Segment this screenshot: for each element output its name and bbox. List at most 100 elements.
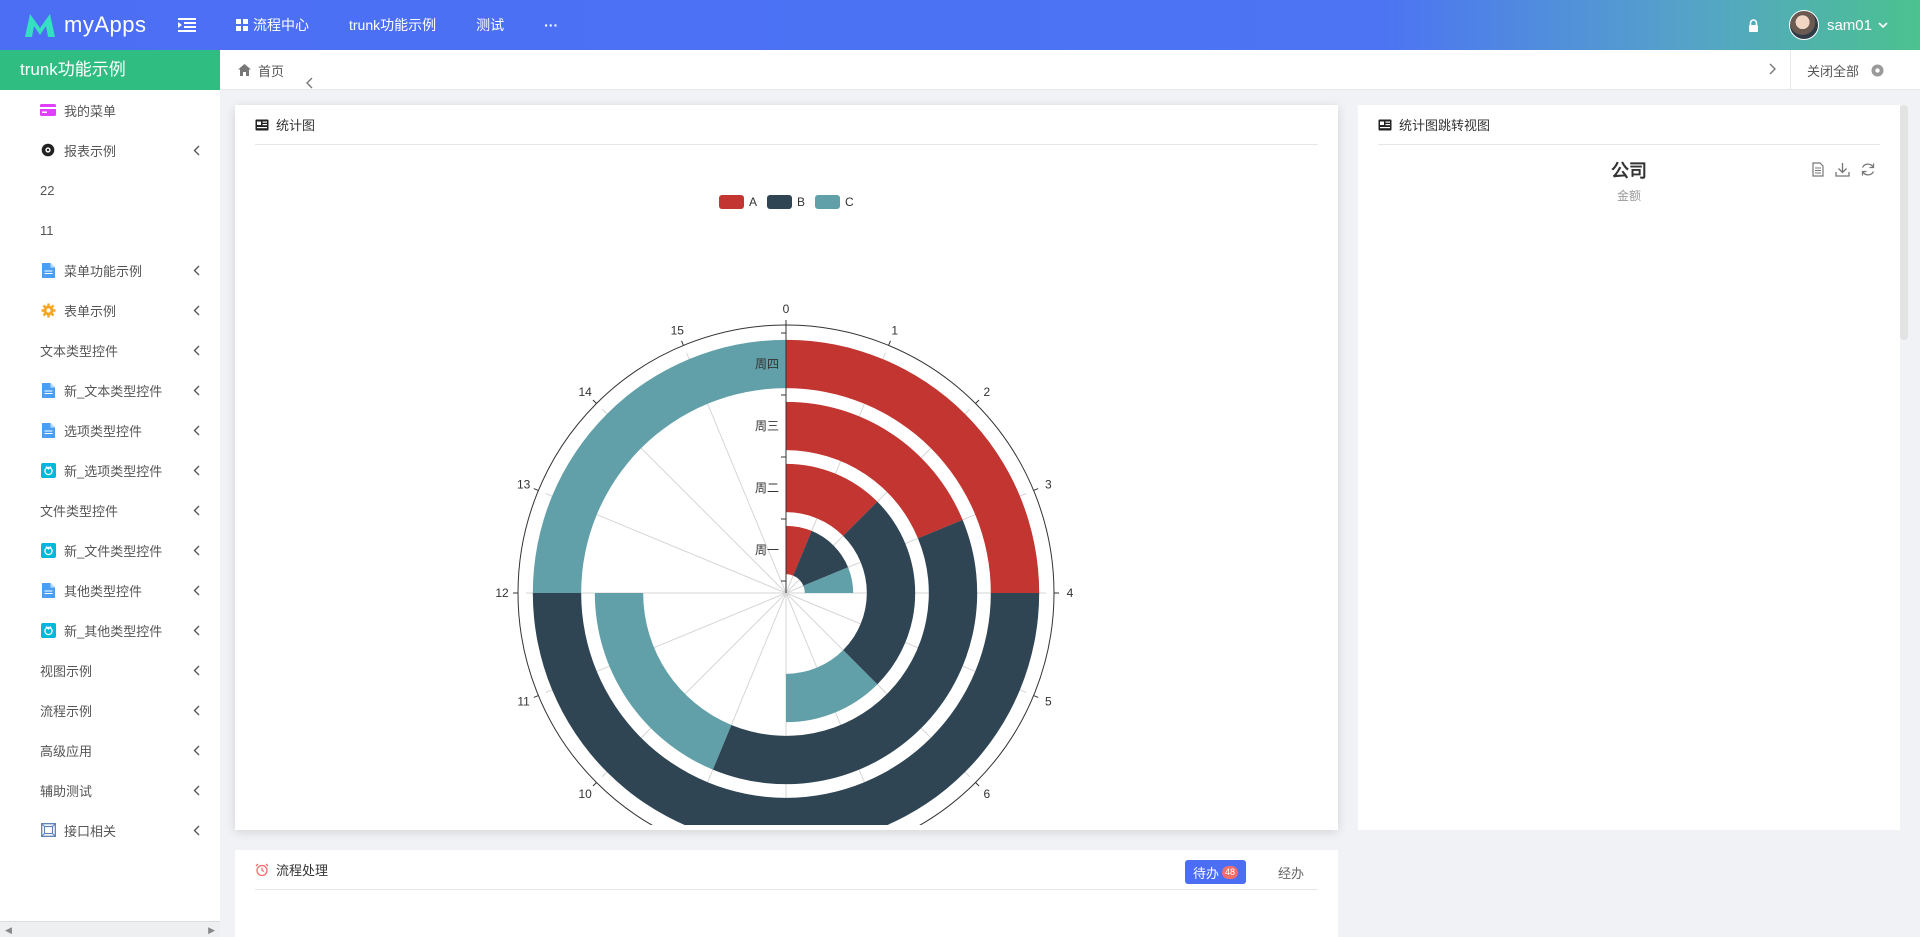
angle-tick	[975, 399, 980, 404]
sidebar-menu: 我的菜单 报表示例 22 11 菜单功能示例表单示例文本类型控件 新_文本类型控件选项类型…	[0, 90, 220, 850]
refresh-icon[interactable]	[1860, 162, 1876, 177]
flow-panel: 流程处理 待办 48 经办	[235, 850, 1338, 937]
chevron-left-icon[interactable]	[193, 464, 200, 479]
username[interactable]: sam01	[1826, 16, 1872, 34]
sidebar-item[interactable]: 其他类型控件	[0, 570, 220, 610]
vertical-scrollbar[interactable]	[1900, 105, 1908, 340]
nav-more-button[interactable]: ···	[544, 17, 558, 33]
angle-tick-label: 1	[891, 324, 898, 338]
chevron-left-icon[interactable]	[193, 384, 200, 399]
bar-segment[interactable]	[786, 401, 963, 539]
bar-segment[interactable]	[786, 339, 1040, 593]
bar-segment[interactable]	[712, 519, 978, 785]
chevron-left-icon[interactable]	[193, 544, 200, 559]
sidebar-item[interactable]: 22	[0, 170, 220, 210]
card-title-icon	[255, 119, 269, 130]
todo-tab[interactable]: 待办 48	[1184, 860, 1246, 884]
chevron-left-icon[interactable]	[193, 824, 200, 839]
bar-segment[interactable]	[786, 463, 878, 536]
bar-segment[interactable]	[532, 339, 786, 593]
app-icon	[40, 542, 56, 558]
sidebar-item[interactable]: 新_文本类型控件	[0, 370, 220, 410]
data-view-icon[interactable]	[1811, 162, 1825, 177]
chevron-left-icon[interactable]	[193, 624, 200, 639]
horizontal-scrollbar[interactable]: ◀ ▶	[0, 921, 220, 937]
bar-segment[interactable]	[594, 593, 732, 770]
sidebar-item[interactable]: 报表示例	[0, 130, 220, 170]
avatar[interactable]	[1788, 10, 1819, 40]
chevron-left-icon[interactable]	[193, 504, 200, 519]
angle-tick-label: 5	[1045, 695, 1052, 709]
sidebar-item[interactable]: 文本类型控件	[0, 330, 220, 370]
chevron-left-icon[interactable]	[193, 704, 200, 719]
file-icon	[40, 582, 56, 598]
sidebar-item[interactable]: 新_文件类型控件	[0, 530, 220, 570]
chevron-left-icon[interactable]	[193, 784, 200, 799]
sidebar-item[interactable]: 流程示例	[0, 690, 220, 730]
sidebar-item-label: 选项类型控件	[64, 423, 143, 439]
legend-swatch[interactable]	[815, 195, 840, 209]
nav-test[interactable]: 测试	[476, 15, 504, 35]
nav-process-center[interactable]: 流程中心	[236, 15, 309, 35]
angle-tick	[592, 399, 597, 404]
done-tab[interactable]: 经办	[1277, 865, 1304, 881]
chevron-left-icon[interactable]	[193, 424, 200, 439]
chevron-left-icon[interactable]	[193, 664, 200, 679]
sidebar-item[interactable]: 接口相关	[0, 810, 220, 850]
polar-bar-chart[interactable]: ABC0123456789101112131415周一周二周三周四	[235, 145, 1338, 825]
app-logo[interactable]: myApps	[22, 10, 146, 40]
bar-segment[interactable]	[843, 501, 916, 685]
download-icon[interactable]	[1835, 162, 1850, 177]
scroll-left-icon[interactable]: ◀	[5, 925, 12, 935]
sidebar-item[interactable]: 视图示例	[0, 650, 220, 690]
close-all-label: 关闭全部	[1807, 63, 1860, 79]
flow-panel-title: 流程处理	[276, 863, 329, 878]
sidebar-item[interactable]: 我的菜单	[0, 90, 220, 130]
bar-segment[interactable]	[532, 593, 1040, 825]
nav-trunk[interactable]: trunk功能示例	[349, 15, 436, 35]
sidebar-item[interactable]: 菜单功能示例	[0, 250, 220, 290]
bar-segment[interactable]	[786, 650, 878, 723]
legend-label[interactable]: C	[845, 195, 854, 209]
lock-icon[interactable]	[1748, 18, 1759, 32]
chevron-down-icon[interactable]	[1878, 21, 1888, 29]
sidebar: trunk功能示例 我的菜单 报表示例 22 11 菜单功能示例 表单示例 文本类型控件 新_…	[0, 50, 220, 937]
chevron-left-icon[interactable]	[193, 344, 200, 359]
chevron-right-icon[interactable]	[1768, 63, 1776, 75]
chevron-left-icon[interactable]	[193, 584, 200, 599]
legend-label[interactable]: A	[749, 195, 757, 209]
menu-toggle-icon[interactable]	[178, 18, 196, 32]
bar-segment[interactable]	[786, 525, 812, 576]
alarm-clock-icon	[255, 863, 269, 876]
legend-label[interactable]: B	[797, 195, 805, 209]
bar-segment[interactable]	[793, 530, 849, 586]
sidebar-item[interactable]: 选项类型控件	[0, 410, 220, 450]
bar-segment[interactable]	[803, 567, 854, 593]
sidebar-item-label: 11	[40, 222, 54, 238]
chevron-left-icon[interactable]	[193, 744, 200, 759]
sidebar-item[interactable]: 高级应用	[0, 730, 220, 770]
tab-home[interactable]: 首页	[238, 50, 284, 90]
chevron-left-icon[interactable]	[193, 304, 200, 319]
sidebar-item[interactable]: 11	[0, 210, 220, 250]
card-icon	[40, 102, 56, 118]
sidebar-item[interactable]: 表单示例	[0, 290, 220, 330]
chevron-left-icon[interactable]	[306, 63, 314, 103]
angle-tick	[888, 340, 891, 346]
todo-count-badge: 48	[1221, 865, 1238, 879]
close-all-button[interactable]: 关闭全部	[1790, 50, 1884, 90]
chevron-left-icon[interactable]	[193, 144, 200, 159]
sidebar-item[interactable]: 辅助测试	[0, 770, 220, 810]
sidebar-item[interactable]: 文件类型控件	[0, 490, 220, 530]
sidebar-item-label: 文件类型控件	[40, 503, 119, 519]
sidebar-item-label: 表单示例	[64, 303, 117, 319]
legend-swatch[interactable]	[767, 195, 792, 209]
sidebar-item[interactable]: 新_选项类型控件	[0, 450, 220, 490]
legend-swatch[interactable]	[719, 195, 744, 209]
nav-label: 流程中心	[253, 17, 309, 33]
chevron-left-icon[interactable]	[193, 264, 200, 279]
sidebar-item[interactable]: 新_其他类型控件	[0, 610, 220, 650]
scroll-right-icon[interactable]: ▶	[208, 925, 215, 935]
sidebar-item-label: 其他类型控件	[64, 583, 143, 599]
jump-panel-title: 统计图跳转视图	[1399, 118, 1491, 133]
